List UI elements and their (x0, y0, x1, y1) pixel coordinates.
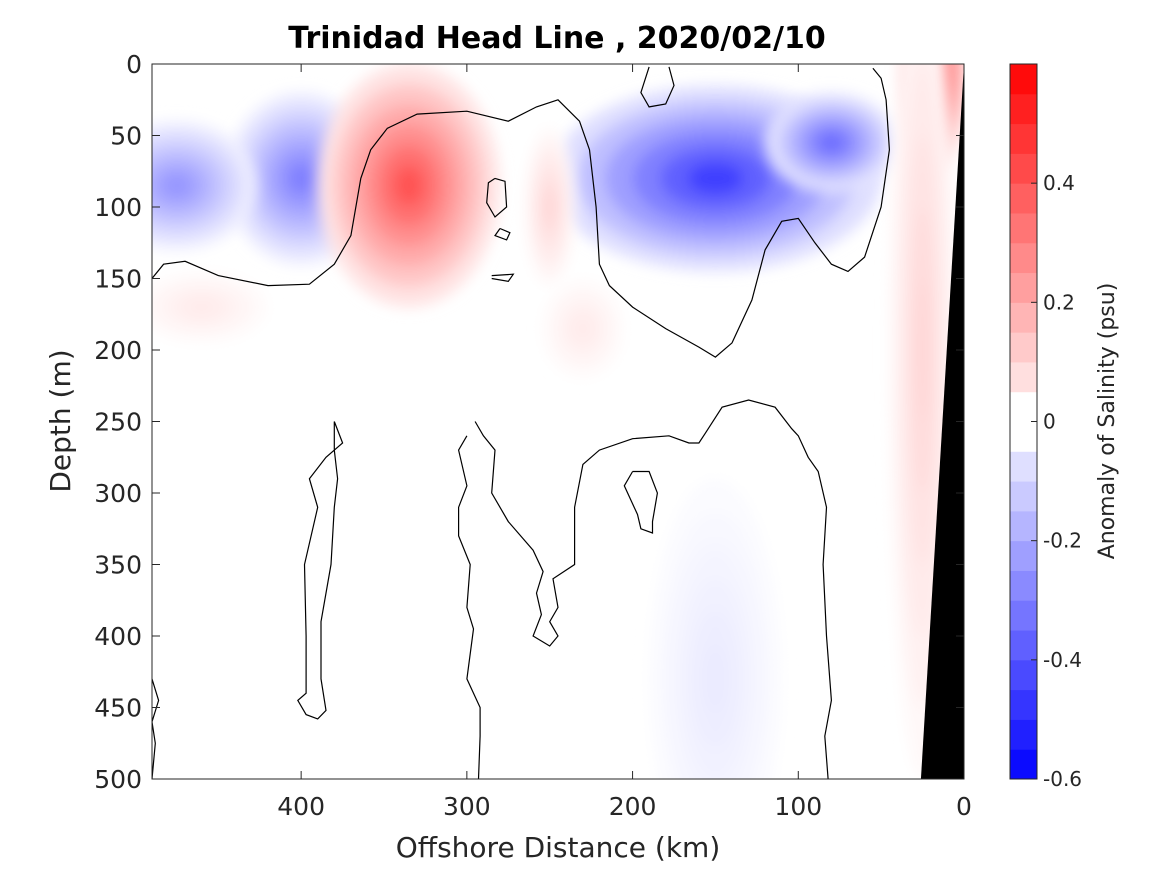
colorbar-segment (1010, 272, 1037, 303)
x-tick-label: 400 (277, 792, 325, 821)
zero-contour-1 (640, 66, 675, 108)
x-tick-label: 0 (956, 792, 972, 821)
chart-title: Trinidad Head Line , 2020/02/10 (288, 21, 825, 56)
colorbar-segment (1010, 123, 1037, 154)
colorbar-tick-label: 0.4 (1043, 171, 1075, 195)
anomaly-salty-9 (152, 271, 268, 343)
zero-contour-2 (486, 177, 508, 218)
anomaly-band (163, 174, 191, 197)
colorbar-segment (1010, 332, 1037, 363)
anomaly-fresh-3 (765, 92, 898, 193)
colorbar-segment (1010, 183, 1037, 214)
colorbar-segment (1010, 540, 1037, 571)
colorbar-tick-label: -0.4 (1043, 648, 1082, 672)
y-tick-label: 400 (94, 622, 142, 651)
axis-ticks: 400 300 200 100 0 0 50 100 150 200 250 300 350 400 450… (94, 50, 972, 821)
zero-contour-7 (457, 435, 481, 779)
zero-contour-5 (297, 421, 344, 720)
y-tick-label: 0 (126, 50, 142, 79)
zero-contour-8 (623, 470, 659, 534)
bathymetry-seafloor (920, 64, 964, 779)
colorbar-segment (1010, 391, 1037, 422)
x-tick-label: 100 (774, 792, 822, 821)
zero-contour-4 (491, 273, 515, 283)
colorbar-segment (1010, 689, 1037, 720)
anomaly-salty-10 (541, 278, 625, 379)
y-tick-label: 100 (94, 193, 142, 222)
anomaly-band (917, 278, 929, 422)
zero-contour-9 (152, 678, 160, 779)
colorbar-segment (1010, 570, 1037, 601)
colorbar-segment (1010, 421, 1037, 452)
y-tick-label: 150 (94, 265, 142, 294)
plot-area: 400 300 200 100 0 0 50 100 150 200 250 300 350 400 450… (94, 50, 972, 821)
colorbar-segment (1010, 510, 1037, 542)
colorbar-segment (1010, 64, 1037, 95)
anomaly-fresh-2 (549, 85, 882, 272)
anomaly-fresh-4 (649, 478, 782, 779)
colorbar-segment (1010, 361, 1037, 393)
colorbar-segment (1010, 242, 1037, 274)
colorbar-segment (1010, 481, 1037, 512)
anomaly-fresh-1 (152, 121, 257, 250)
y-axis-label: Depth (m) (44, 349, 77, 492)
x-tick-label: 300 (443, 792, 491, 821)
anomaly-band (704, 645, 727, 713)
y-tick-label: 50 (110, 122, 142, 151)
anomaly-band (288, 164, 314, 193)
colorbar-label: Anomaly of Salinity (psu) (1095, 283, 1120, 560)
zero-contours (152, 66, 891, 779)
y-tick-label: 450 (94, 694, 142, 723)
colorbar-segment (1010, 630, 1037, 661)
anomaly-band (190, 301, 213, 314)
anomaly-salty-6 (524, 128, 575, 286)
zero-contour-6 (474, 399, 833, 779)
colorbar-segment (1010, 302, 1037, 333)
anomaly-band (687, 162, 744, 194)
colorbar-segment (1010, 451, 1037, 482)
colorbar-tick-label: -0.2 (1043, 529, 1082, 553)
colorbar-tick-label: -0.6 (1043, 767, 1082, 791)
x-axis-label: Offshore Distance (km) (396, 831, 721, 864)
colorbar-segment (1010, 600, 1037, 631)
x-tick-label: 200 (609, 792, 657, 821)
y-tick-label: 300 (94, 479, 142, 508)
anomaly-band (575, 320, 590, 337)
anomaly-band (820, 134, 843, 151)
y-tick-label: 350 (94, 551, 142, 580)
y-tick-label: 250 (94, 408, 142, 437)
colorbar-segment (1010, 93, 1037, 125)
y-tick-label: 500 (94, 765, 142, 794)
anomaly-band (393, 165, 425, 206)
colorbar: -0.6 -0.4 -0.2 0 0.2 0.4 (1009, 63, 1082, 791)
colorbar-segment (1010, 719, 1037, 750)
colorbar-tick-label: 0 (1043, 410, 1056, 434)
anomaly-salty-8 (889, 64, 956, 779)
colorbar-tick-label: 0.2 (1043, 290, 1075, 314)
anomaly-band (545, 193, 554, 221)
salinity-anomaly-field (152, 64, 964, 779)
zero-contour-0 (152, 67, 891, 358)
anomaly-salty-5 (317, 64, 500, 308)
colorbar-segment (1010, 153, 1037, 184)
colorbar-segment (1010, 212, 1037, 244)
colorbar-segment (1010, 749, 1037, 780)
zero-contour-3 (494, 227, 511, 241)
colorbar-segment (1010, 659, 1037, 691)
y-tick-label: 200 (94, 336, 142, 365)
